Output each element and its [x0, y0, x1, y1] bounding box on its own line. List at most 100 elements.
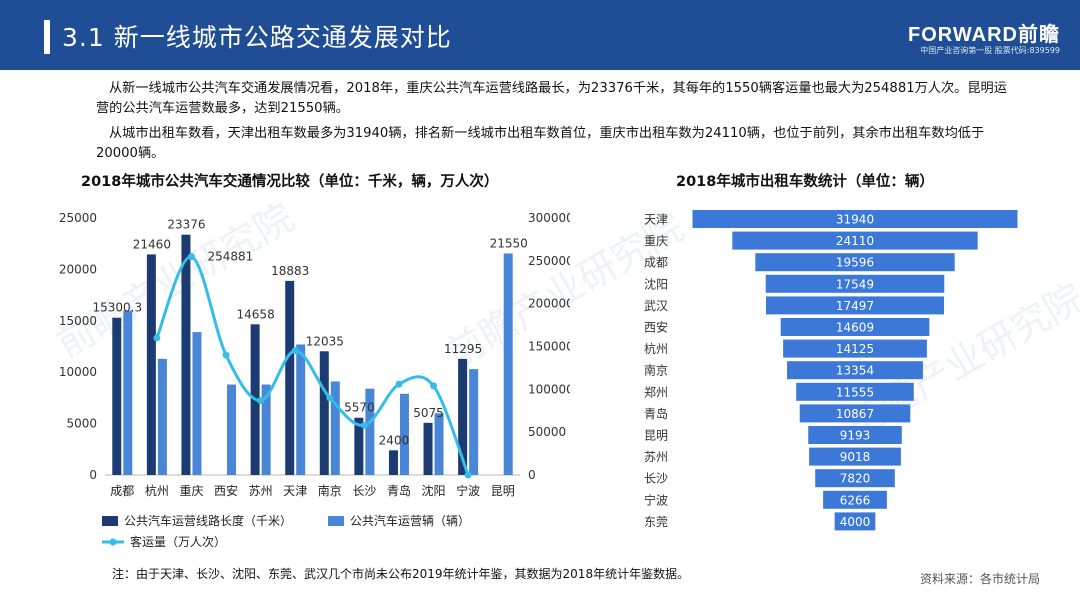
- left-axis-tick-label: 20000: [59, 262, 97, 276]
- passenger-volume-line: [155, 255, 470, 476]
- taxi-count-label: 19596: [836, 256, 874, 270]
- route-length-bar: [388, 450, 398, 475]
- taxi-count-label: 9018: [840, 450, 871, 464]
- route-length-bar: [319, 351, 329, 475]
- taxi-city-label: 沈阳: [644, 276, 668, 291]
- taxi-count-label: 24110: [836, 234, 874, 248]
- taxi-count-bar: [783, 339, 927, 358]
- taxi-count-bar: [809, 447, 901, 466]
- logo-subtitle: 中国产业咨询第一股 股票代码:839599: [920, 46, 1060, 55]
- route-length-bar: [423, 422, 433, 475]
- passenger-volume-label: 254881: [207, 250, 253, 264]
- taxi-count-bar: [780, 318, 930, 336]
- passenger-volume-point: [257, 396, 265, 404]
- category-label: 青岛: [387, 483, 411, 498]
- bus-count-bar: [399, 393, 409, 475]
- right-axis-tick-label: 200000: [528, 297, 570, 311]
- route-length-label: 5075: [413, 406, 444, 420]
- category-label: 西安: [214, 483, 238, 498]
- left-axis-tick-label: 5000: [66, 417, 97, 431]
- bus-count-bar: [261, 384, 271, 475]
- category-label: 苏州: [249, 484, 273, 498]
- footnote: 注：由于天津、长沙、沈阳、东莞、武汉几个市尚未公布2019年统计年鉴，其数据为2…: [112, 567, 690, 581]
- category-label: 沈阳: [422, 483, 446, 498]
- passenger-volume-point: [360, 421, 368, 429]
- category-label: 重庆: [179, 484, 203, 498]
- passenger-volume-point: [187, 253, 195, 261]
- route-length-bar: [354, 417, 364, 475]
- taxi-count-label: 7820: [840, 472, 871, 486]
- taxi-chart-title: 2018年城市出租车数统计（单位：辆）: [676, 174, 934, 190]
- left-axis-tick-label: 10000: [59, 365, 97, 379]
- slide-title: 3.1 新一线城市公路交通发展对比: [62, 23, 452, 52]
- passenger-volume-point: [222, 351, 230, 359]
- taxi-count-label: 4000: [840, 515, 871, 529]
- bus-traffic-chart: 0500010000150002000025000050000100000150…: [59, 211, 570, 549]
- taxi-count-bar: [823, 490, 887, 509]
- route-length-label: 14658: [237, 307, 275, 321]
- taxi-count-bar: [815, 469, 895, 488]
- passenger-volume-point: [153, 334, 161, 342]
- left-axis-tick-label: 15000: [59, 314, 97, 328]
- taxi-city-label: 昆明: [644, 429, 668, 443]
- right-axis-tick-label: 50000: [528, 425, 566, 439]
- forward-logo: FORWARD前瞻: [908, 24, 1060, 46]
- taxi-city-label: 长沙: [644, 472, 668, 486]
- intro-paragraph-bus: 从新一线城市公共汽车交通发展情况看，2018年，重庆公共汽车运营线路最长，为23…: [96, 81, 1007, 116]
- passenger-volume-point: [291, 347, 299, 355]
- taxi-count-bar: [755, 253, 955, 272]
- left-axis-tick-label: 25000: [59, 211, 97, 225]
- taxi-count-label: 11555: [836, 385, 874, 399]
- passenger-volume-point: [326, 394, 334, 402]
- bus-count-bar: [365, 388, 375, 475]
- legend-swatch-route-length: [102, 516, 118, 526]
- right-axis-tick-label: 300000: [528, 211, 570, 225]
- right-axis-tick-label: 250000: [528, 254, 570, 268]
- route-length-bar: [458, 358, 468, 475]
- legend-label-passenger: 客运量（万人次）: [130, 534, 226, 549]
- right-axis-tick-label: 100000: [528, 382, 570, 396]
- taxi-city-label: 重庆: [644, 234, 668, 248]
- bus-count-bar: [123, 310, 133, 475]
- route-length-label: 2400: [379, 433, 410, 447]
- route-length-bar: [112, 317, 122, 475]
- legend-label-route-length: 公共汽车运营线路长度（千米）: [124, 513, 292, 528]
- taxi-count-bar: [765, 274, 945, 293]
- taxi-city-label: 成都: [644, 256, 668, 270]
- route-length-label: 11295: [444, 342, 482, 356]
- taxi-count-label: 17497: [836, 299, 874, 313]
- route-length-label: 12035: [306, 334, 344, 348]
- taxi-city-label: 东莞: [644, 515, 668, 529]
- bus-count-bar: [330, 381, 340, 475]
- passenger-volume-point: [464, 471, 472, 479]
- bus-count-bar: [503, 253, 513, 475]
- taxi-city-label: 天津: [644, 213, 668, 227]
- bus-chart-title: 2018年城市公共汽车交通情况比较（单位：千米，辆，万人次）: [81, 174, 499, 190]
- legend-label-bus-count: 公共汽车运营辆（辆）: [350, 513, 470, 528]
- data-source: 资料来源：各市统计局: [919, 572, 1040, 586]
- route-length-bar: [285, 280, 295, 475]
- taxi-city-label: 青岛: [644, 406, 668, 421]
- taxi-city-label: 武汉: [644, 299, 668, 313]
- taxi-city-label: 郑州: [644, 384, 668, 399]
- taxi-count-label: 6266: [840, 493, 871, 507]
- taxi-count-bar: [799, 404, 911, 423]
- intro-paragraph-taxi: 从城市出租车数看，天津出租车数最多为31940辆，排名新一线城市出租车数首位，重…: [96, 126, 985, 161]
- taxi-count-label: 10867: [836, 407, 874, 421]
- bus-count-bar: [227, 384, 237, 475]
- header-bar: 3.1 新一线城市公路交通发展对比 FORWARD前瞻 中国产业咨询第一股 股票…: [0, 0, 1080, 70]
- category-label: 南京: [318, 483, 342, 498]
- route-length-label: 21460: [133, 237, 171, 251]
- taxi-count-label: 17549: [836, 277, 874, 291]
- category-label: 天津: [283, 484, 307, 498]
- bus-count-bar: [469, 369, 479, 475]
- taxi-city-label: 苏州: [644, 450, 668, 464]
- taxi-count-label: 31940: [836, 213, 874, 227]
- taxi-count-bar: [787, 361, 923, 380]
- taxi-city-label: 西安: [644, 320, 668, 335]
- bus-count-bar: [192, 332, 202, 475]
- taxi-count-bar: [808, 426, 902, 444]
- bus-count-label: 21550: [490, 236, 528, 250]
- taxi-count-label: 13354: [836, 364, 874, 378]
- taxi-count-bar: [765, 296, 945, 315]
